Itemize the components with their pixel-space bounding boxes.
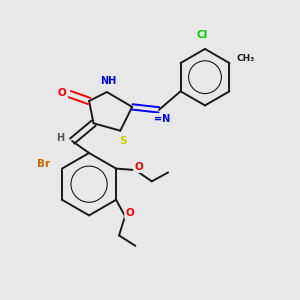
Text: CH₃: CH₃ [237, 54, 255, 63]
Text: O: O [58, 88, 67, 98]
Text: H: H [56, 133, 64, 142]
Text: NH: NH [100, 76, 116, 86]
Text: O: O [125, 208, 134, 218]
Text: O: O [134, 162, 143, 172]
Text: S: S [119, 136, 127, 146]
Text: Br: Br [37, 159, 50, 169]
Text: Cl: Cl [196, 30, 208, 40]
Text: =N: =N [154, 114, 170, 124]
